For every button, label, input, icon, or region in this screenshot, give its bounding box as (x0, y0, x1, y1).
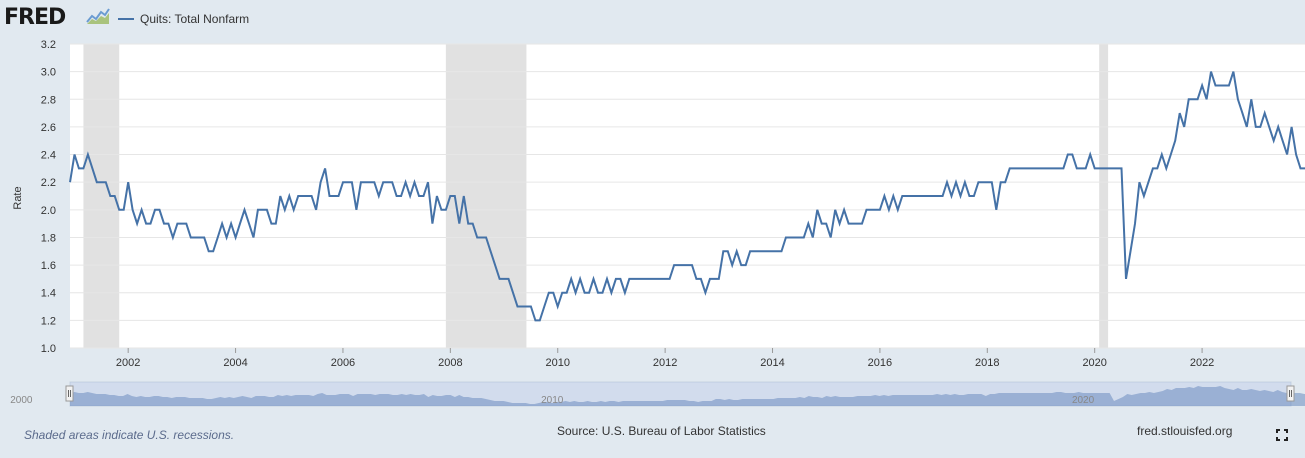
x-tick-label: 2002 (116, 357, 140, 369)
site-link[interactable]: fred.stlouisfed.org (1137, 424, 1233, 438)
x-tick-label: 2016 (868, 357, 892, 369)
x-tick-label: 2012 (653, 357, 677, 369)
y-tick-label: 1.8 (41, 232, 56, 244)
recession-note: Shaded areas indicate U.S. recessions. (24, 428, 235, 442)
gridlines (70, 43, 1305, 349)
y-tick-label: 1.6 (41, 260, 56, 272)
source-text: Source: U.S. Bureau of Labor Statistics (557, 424, 766, 438)
x-tick-label: 2022 (1190, 357, 1214, 369)
y-tick-label: 1.0 (41, 343, 56, 355)
legend-swatch (118, 18, 134, 20)
navigator[interactable]: 2000 2010 2020 (10, 381, 1305, 407)
recession-shading (83, 44, 1109, 348)
recession-band (1099, 44, 1109, 348)
navigator-label: 2000 (10, 395, 33, 406)
legend-label: Quits: Total Nonfarm (140, 12, 250, 26)
navigator-label: 2020 (1072, 395, 1095, 406)
fred-chart-icon (86, 7, 110, 25)
y-tick-label: 3.0 (41, 67, 56, 79)
x-tick-label: 2008 (438, 357, 462, 369)
y-tick-label: 2.0 (41, 205, 56, 217)
y-tick-label: 1.2 (41, 315, 56, 327)
y-tick-label: 2.2 (41, 177, 56, 189)
chart-header: FRED Quits: Total Nonfarm (0, 0, 1305, 36)
y-axis-label: Rate (12, 186, 24, 209)
navigator-labels: 2000 2010 2020 (10, 395, 1094, 406)
y-tick-label: 2.4 (41, 150, 56, 162)
x-axis: 2002 2004 2006 2008 2010 2012 2014 2016 2018 2020… (116, 348, 1214, 369)
navigator-label: 2010 (541, 395, 564, 406)
fred-logo[interactable]: FRED (4, 5, 66, 30)
y-tick-label: 3.2 (41, 39, 56, 51)
navigator-series (70, 386, 1305, 406)
series-line[interactable] (69, 71, 1305, 322)
line-chart[interactable]: 1.0 1.2 1.4 1.6 1.8 2.0 2.2 2.4 2.6 2.8 3.0 3.2 200… (0, 36, 1305, 420)
y-tick-label: 2.6 (41, 122, 56, 134)
x-tick-label: 2014 (760, 357, 784, 369)
x-tick-label: 2020 (1082, 357, 1106, 369)
navigator-right-handle[interactable] (1286, 385, 1295, 402)
x-tick-label: 2018 (975, 357, 999, 369)
navigator-left-handle[interactable] (65, 385, 74, 402)
legend: Quits: Total Nonfarm (118, 12, 249, 26)
plot-background (70, 44, 1305, 348)
y-axis: 1.0 1.2 1.4 1.6 1.8 2.0 2.2 2.4 2.6 2.8 3.0 3.2 (41, 39, 56, 355)
recession-band (445, 44, 527, 348)
x-tick-label: 2004 (223, 357, 247, 369)
x-tick-label: 2006 (331, 357, 355, 369)
y-tick-label: 1.4 (41, 288, 56, 300)
fullscreen-icon[interactable] (1276, 429, 1288, 441)
y-tick-label: 2.8 (41, 94, 56, 106)
x-tick-label: 2010 (545, 357, 569, 369)
